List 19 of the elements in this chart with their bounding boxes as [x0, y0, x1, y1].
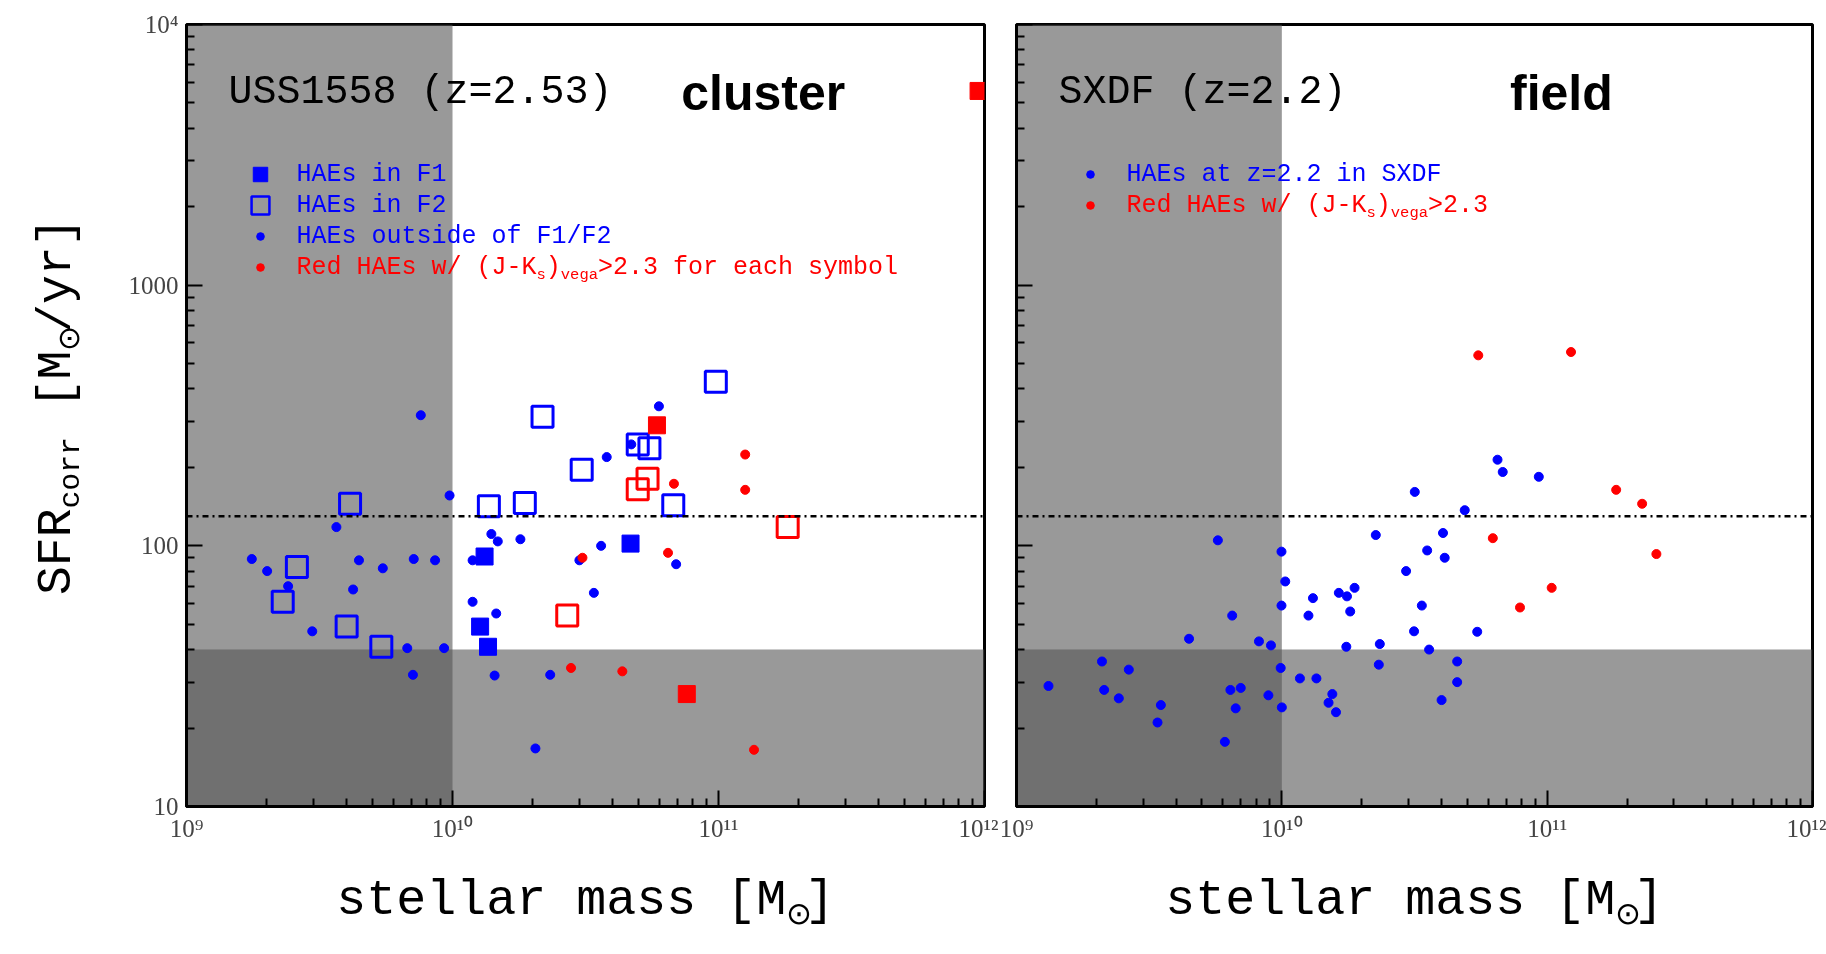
x-tick-label: 10¹² [958, 814, 999, 842]
y-tick-label: 10⁴ [144, 11, 179, 38]
x-tick-label: 10¹⁰ [1261, 814, 1303, 842]
x-tick-label: 10⁹ [999, 814, 1034, 842]
x-tick-label: 10¹⁰ [431, 814, 474, 842]
x-axis-title: stellar mass [M⊙] [1165, 871, 1664, 933]
y-tick-label: 100 [141, 532, 179, 560]
annotation: field [1510, 64, 1613, 121]
legend-label: HAEs in F1 [296, 160, 447, 189]
annotation: USS1558 (z=2.53) [228, 70, 613, 115]
annotation: cluster [681, 64, 846, 121]
x-tick-label: 10¹² [1786, 814, 1826, 842]
legend-label: HAEs at z=2.2 in SXDF [1126, 160, 1442, 189]
x-axis-title: stellar mass [M⊙] [336, 871, 835, 933]
x-tick-label: 10¹¹ [1527, 814, 1568, 842]
y-axis-title: SFRcorr [M⊙/yr] [29, 217, 88, 595]
y-tick-label: 1000 [128, 271, 179, 299]
x-tick-label: 10¹¹ [698, 814, 739, 842]
legend-label: HAEs in F2 [296, 191, 447, 220]
